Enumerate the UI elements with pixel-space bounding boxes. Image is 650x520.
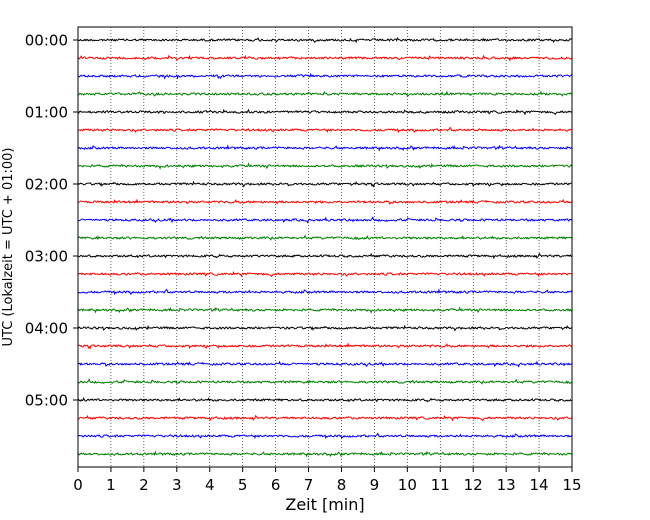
- seismogram-trace: [77, 397, 573, 403]
- x-tick-label: 2: [139, 476, 149, 494]
- x-tick-label: 4: [205, 476, 215, 494]
- seismogram-trace: [77, 108, 573, 116]
- x-axis-ticks: 0 1 2 3 4 5 6 7 8 9 10 11 12 13 14 15: [73, 467, 582, 494]
- y-tick-label: 02:00: [25, 176, 68, 194]
- seismogram-trace: [77, 144, 573, 152]
- seismogram-trace: [77, 271, 573, 278]
- seismogram-trace: [77, 180, 573, 188]
- seismogram-trace: [77, 198, 573, 205]
- x-tick-label: 14: [530, 476, 549, 494]
- seismogram-trace: [77, 90, 573, 98]
- x-tick-label: 13: [497, 476, 516, 494]
- x-tick-label: 1: [106, 476, 116, 494]
- x-tick-label: 7: [304, 476, 314, 494]
- x-tick-label: 3: [172, 476, 182, 494]
- x-axis-label: Zeit [min]: [285, 495, 364, 514]
- x-tick-label: 11: [431, 476, 450, 494]
- seismogram-trace: [77, 126, 573, 134]
- x-tick-label: 9: [370, 476, 380, 494]
- seismogram-trace: [77, 360, 573, 368]
- x-tick-label: 12: [464, 476, 483, 494]
- seismogram-trace: [77, 72, 573, 80]
- vertical-grid: [110, 27, 540, 467]
- x-tick-label: 6: [271, 476, 281, 494]
- seismogram-trace: [77, 432, 573, 440]
- seismogram-trace: [77, 288, 573, 296]
- y-axis-label: UTC (Lokalzeit = UTC + 01:00): [1, 148, 16, 347]
- seismogram-trace: [77, 306, 573, 314]
- y-axis-ticks: 00:00 01:00 02:00 03:00 04:00 05:00: [25, 32, 78, 410]
- seismogram-trace: [77, 414, 573, 422]
- seismogram-trace: [77, 37, 573, 44]
- x-tick-label: 15: [562, 476, 581, 494]
- seismogram-trace: [77, 234, 573, 241]
- x-tick-label: 5: [238, 476, 248, 494]
- seismogram-trace: [77, 252, 573, 260]
- seismogram-trace: [77, 54, 573, 62]
- x-tick-label: 0: [73, 476, 83, 494]
- y-tick-label: 01:00: [25, 104, 68, 122]
- seismogram-trace: [77, 450, 573, 458]
- y-tick-label: 03:00: [25, 248, 68, 266]
- seismogram-trace: [77, 342, 573, 350]
- seismogram-trace: [77, 216, 573, 224]
- x-tick-label: 8: [337, 476, 347, 494]
- y-tick-label: 05:00: [25, 392, 68, 410]
- seismogram-trace: [77, 324, 573, 332]
- seismogram-trace: [77, 378, 573, 385]
- x-tick-label: 10: [398, 476, 417, 494]
- seismogram-traces: [77, 37, 573, 458]
- plot-frame: [77, 26, 573, 468]
- seismogram-trace: [77, 162, 573, 170]
- y-tick-label: 00:00: [25, 32, 68, 50]
- y-tick-label: 04:00: [25, 320, 68, 338]
